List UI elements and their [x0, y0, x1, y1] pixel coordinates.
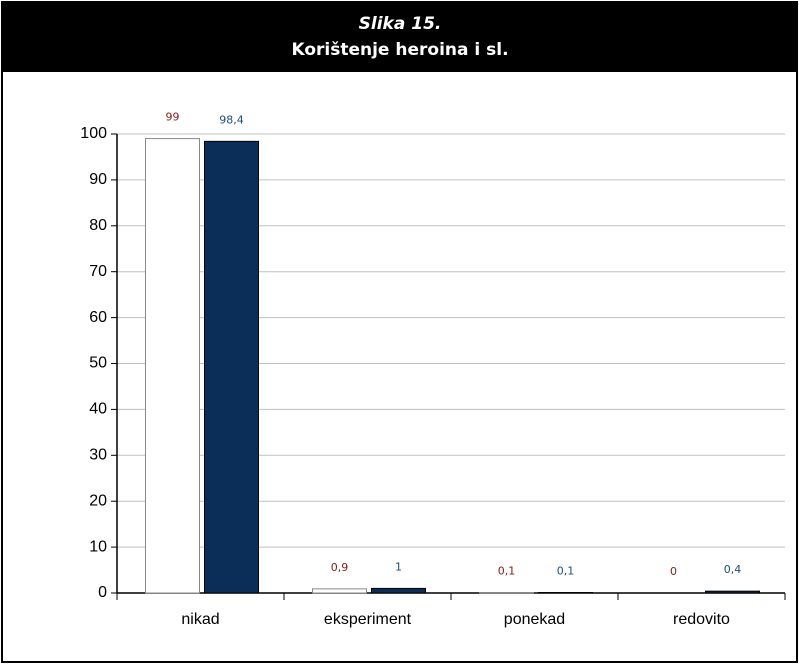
- chart-title: Slika 15.: [359, 14, 442, 34]
- y-tick-label: 50: [89, 355, 107, 372]
- value-label: 0,4: [724, 563, 742, 576]
- value-label: 0,9: [331, 561, 349, 574]
- x-tick-label: nikad: [181, 611, 219, 628]
- header: [2, 2, 797, 72]
- bar: [312, 588, 367, 594]
- bar: [705, 590, 760, 594]
- y-tick-label: 40: [89, 401, 107, 418]
- y-tick-label: 20: [89, 492, 107, 509]
- y-tick-label: 100: [80, 125, 107, 142]
- bar: [371, 587, 426, 594]
- x-tick-label: redovito: [673, 611, 730, 628]
- value-label: 99: [166, 111, 180, 124]
- y-tick-label: 60: [89, 309, 107, 326]
- y-tick-label: 70: [89, 263, 107, 280]
- value-label: 0,1: [557, 565, 575, 578]
- y-tick-label: 0: [98, 584, 107, 601]
- chart-subtitle: Korištenje heroina i sl.: [291, 40, 508, 60]
- bar: [204, 140, 259, 594]
- y-tick-label: 10: [89, 538, 107, 555]
- y-tick-label: 30: [89, 447, 107, 464]
- value-label: 98,4: [219, 113, 244, 126]
- y-tick-label: 90: [89, 171, 107, 188]
- value-label: 0,1: [498, 565, 516, 578]
- x-tick-label: ponekad: [504, 611, 565, 628]
- bar: [145, 138, 200, 594]
- value-label: 1: [395, 560, 402, 573]
- y-tick-label: 80: [89, 217, 107, 234]
- x-tick-label: eksperiment: [324, 611, 412, 628]
- value-label: 0: [670, 565, 677, 578]
